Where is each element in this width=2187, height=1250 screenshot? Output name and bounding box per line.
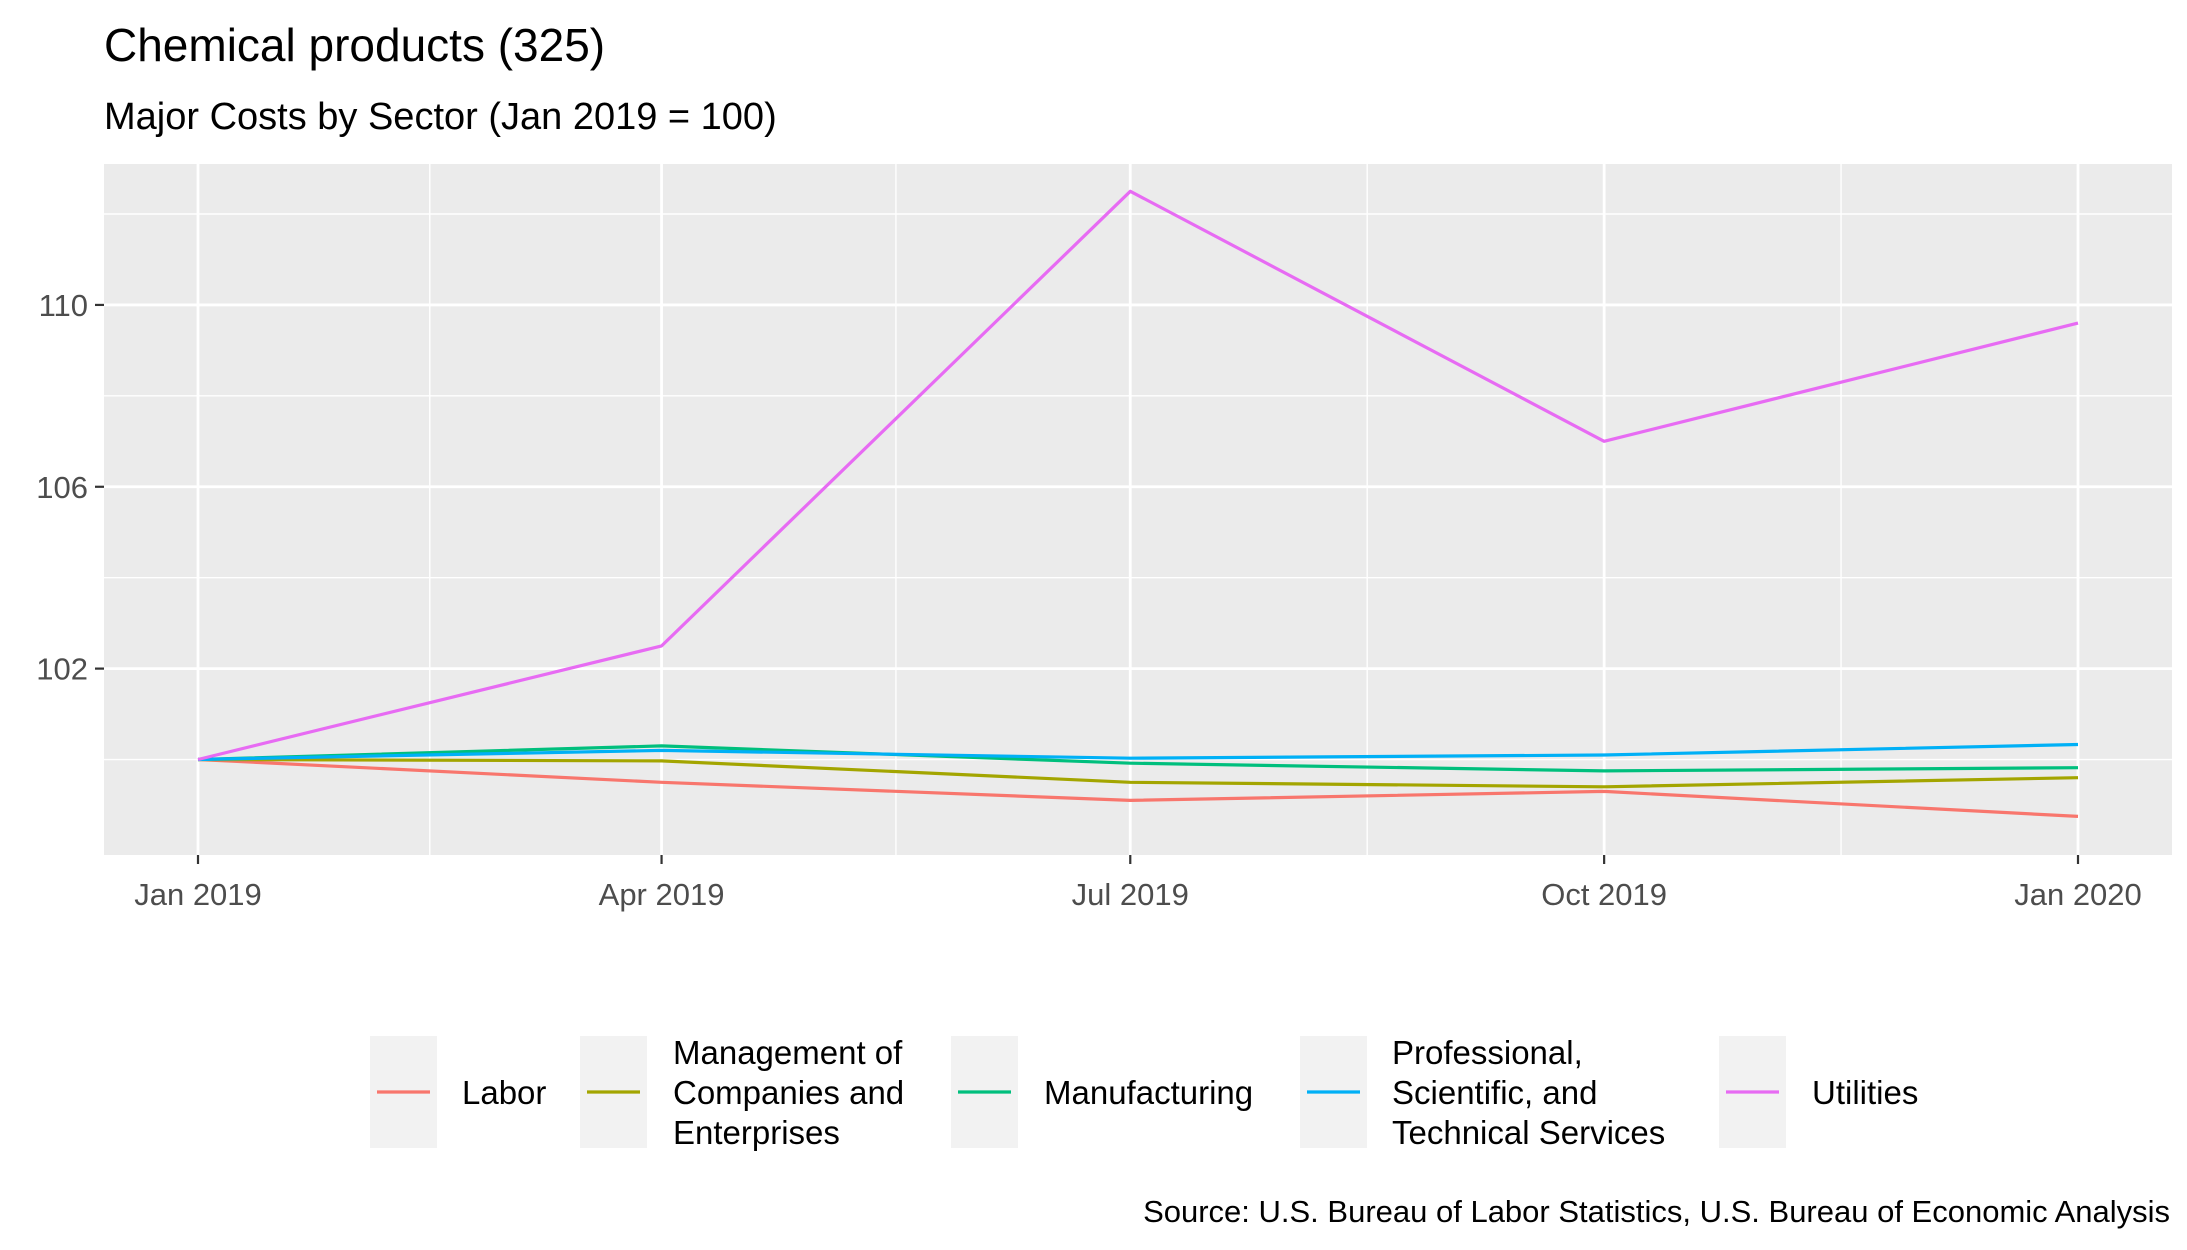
plot-panel	[104, 164, 2172, 855]
series-line	[197, 189, 2079, 762]
axes: Jan 2019 Apr 2019 Jul 2019 Oct 2019 Jan 2020…	[36, 288, 2142, 912]
series-line	[197, 757, 2079, 789]
legend-label: Management of	[673, 1034, 903, 1071]
legend-label: Companies and	[673, 1074, 904, 1111]
x-tick-label: Jan 2020	[2014, 877, 2142, 912]
legend-label: Utilities	[1812, 1074, 1918, 1111]
x-tick-label: Jul 2019	[1072, 877, 1189, 912]
legend-label: Enterprises	[673, 1114, 840, 1151]
legend-label: Manufacturing	[1044, 1074, 1253, 1111]
x-tick-label: Apr 2019	[599, 877, 725, 912]
x-tick-label: Oct 2019	[1541, 877, 1667, 912]
series-line	[197, 757, 2079, 818]
x-tick-label: Jan 2019	[134, 877, 262, 912]
y-tick-label: 106	[36, 470, 88, 505]
series-line	[197, 744, 2079, 773]
series-line	[197, 742, 2079, 762]
legend-label: Scientific, and	[1392, 1074, 1597, 1111]
chart-caption: Source: U.S. Bureau of Labor Statistics,…	[1143, 1194, 2170, 1229]
legend-label: Technical Services	[1392, 1114, 1665, 1151]
chart-title: Chemical products (325)	[104, 19, 605, 71]
y-tick-label: 102	[36, 652, 88, 687]
series-lines	[197, 189, 2079, 818]
legend-label: Professional,	[1392, 1034, 1583, 1071]
y-tick-label: 110	[39, 288, 88, 323]
chart-subtitle: Major Costs by Sector (Jan 2019 = 100)	[104, 96, 777, 138]
legend-label: Labor	[462, 1074, 546, 1111]
